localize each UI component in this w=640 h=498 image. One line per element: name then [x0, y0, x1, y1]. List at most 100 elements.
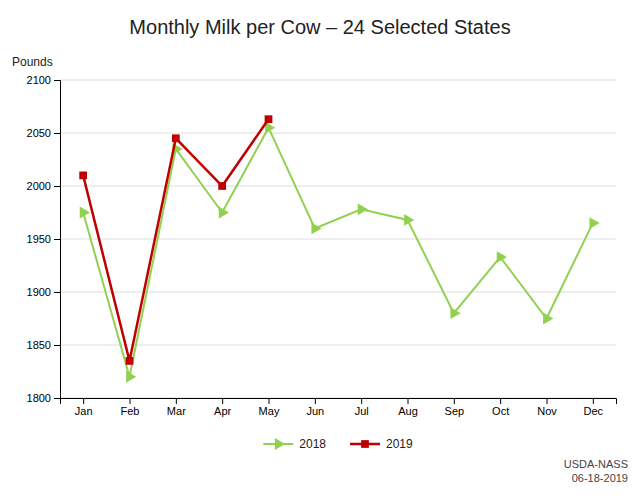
tick-label: Apr	[214, 405, 231, 417]
marker	[265, 115, 273, 123]
legend: 2018 2019	[263, 437, 413, 451]
tick-mark	[454, 398, 455, 404]
marker	[311, 223, 321, 235]
tick-mark	[269, 398, 270, 404]
tick-mark	[54, 186, 60, 187]
tick: May	[259, 398, 280, 417]
tick-label: Jun	[306, 405, 324, 417]
grid-line	[60, 80, 616, 81]
tick: Jul	[355, 398, 369, 417]
tick-mark	[54, 292, 60, 293]
x-axis: Jan Feb Mar Apr May Jun Jul Aug Sep Oct Nov Dec	[61, 398, 617, 417]
legend-label: 2019	[386, 437, 413, 451]
tick: 1800	[27, 392, 60, 404]
chart: Monthly Milk per Cow – 24 Selected State…	[0, 0, 640, 498]
tick-label: Dec	[584, 405, 604, 417]
tick-mark	[176, 398, 177, 404]
tick-mark	[408, 398, 409, 404]
plot: 1800 1850 1900 1950 2000 2050 2100 Jan Feb Mar Apr…	[27, 74, 617, 417]
legend-marker	[275, 438, 285, 450]
tick-label: 2100	[27, 74, 51, 86]
legend-item: 2019	[350, 437, 413, 451]
tick: Aug	[398, 398, 418, 417]
tick-mark	[547, 398, 548, 404]
y-axis-label: Pounds	[12, 55, 53, 69]
grid-line	[60, 239, 616, 240]
marker	[218, 182, 226, 190]
marker	[543, 313, 553, 325]
tick-label: Oct	[492, 405, 509, 417]
tick-label: 1800	[27, 392, 51, 404]
tick-label: 2000	[27, 180, 51, 192]
tick: 1900	[27, 286, 60, 298]
tick: Jun	[306, 398, 324, 417]
tick: Nov	[537, 398, 557, 417]
axis-domain	[54, 81, 61, 399]
tick-mark	[222, 398, 223, 404]
marker	[404, 214, 414, 226]
grid-line	[60, 133, 616, 134]
tick: Jan	[75, 398, 93, 417]
tick-mark	[54, 345, 60, 346]
y-axis: 1800 1850 1900 1950 2000 2050 2100	[27, 74, 61, 404]
annotation: 06-18-2019	[572, 472, 628, 484]
tick-mark	[500, 398, 501, 404]
series	[79, 115, 272, 364]
line	[83, 128, 593, 377]
tick: Apr	[214, 398, 231, 417]
tick-label: May	[259, 405, 280, 417]
tick-label: Feb	[121, 405, 140, 417]
tick-label: 1900	[27, 286, 51, 298]
tick-mark	[54, 133, 60, 134]
tick: 1950	[27, 233, 60, 245]
grid	[60, 80, 616, 398]
grid-line	[60, 345, 616, 346]
tick: Dec	[584, 398, 604, 417]
tick: 2100	[27, 74, 60, 86]
axis-domain	[61, 399, 617, 405]
tick-mark	[54, 398, 60, 399]
tick-mark	[83, 398, 84, 404]
tick-mark	[315, 398, 316, 404]
marker	[80, 207, 90, 219]
annotations: USDA-NASS 06-18-2019	[564, 458, 628, 484]
marker	[126, 371, 136, 383]
marker	[450, 307, 460, 319]
tick: 2000	[27, 180, 60, 192]
tick: Oct	[492, 398, 509, 417]
marker	[219, 207, 229, 219]
tick-label: Sep	[445, 405, 465, 417]
tick-mark	[130, 398, 131, 404]
legend-marker	[361, 440, 369, 448]
line	[83, 119, 268, 361]
marks	[79, 115, 599, 382]
tick: 1850	[27, 339, 60, 351]
tick: 2050	[27, 127, 60, 139]
tick-label: Nov	[537, 405, 557, 417]
tick-label: Jan	[75, 405, 93, 417]
tick-mark	[54, 80, 60, 81]
tick-mark	[54, 239, 60, 240]
title: Monthly Milk per Cow – 24 Selected State…	[129, 16, 510, 38]
tick: Sep	[445, 398, 465, 417]
annotation: USDA-NASS	[564, 458, 628, 470]
tick-mark	[361, 398, 362, 404]
grid-line	[60, 186, 616, 187]
tick-label: Jul	[355, 405, 369, 417]
marker	[126, 357, 134, 365]
legend-item: 2018	[263, 437, 326, 451]
marker	[172, 134, 180, 142]
tick-label: 1950	[27, 233, 51, 245]
marker	[589, 217, 599, 229]
series	[80, 122, 600, 383]
tick-label: Aug	[398, 405, 418, 417]
marker	[497, 251, 507, 263]
tick: Feb	[121, 398, 140, 417]
marker	[79, 172, 87, 180]
tick: Mar	[167, 398, 186, 417]
tick-label: 2050	[27, 127, 51, 139]
tick-label: Mar	[167, 405, 186, 417]
marker	[358, 203, 368, 215]
tick-mark	[593, 398, 594, 404]
tick-label: 1850	[27, 339, 51, 351]
